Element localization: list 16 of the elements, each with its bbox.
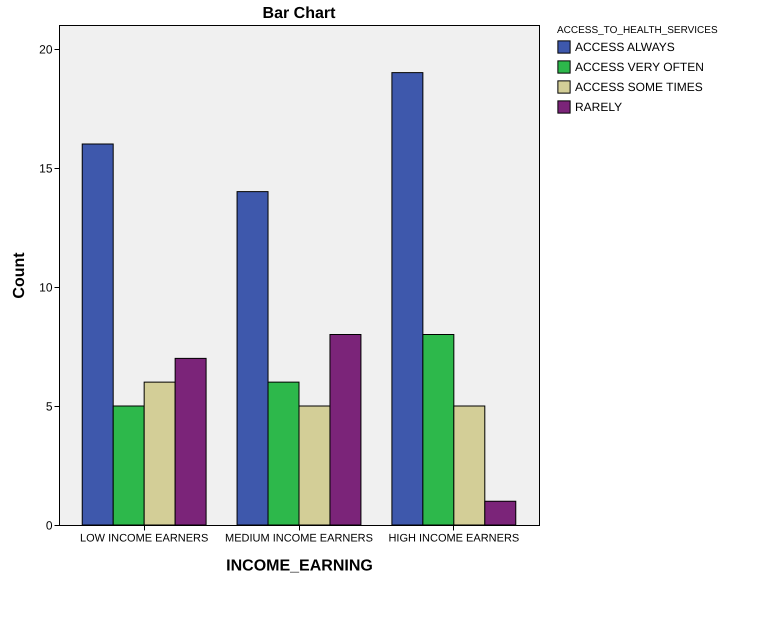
- chart-title: Bar Chart: [262, 5, 336, 22]
- y-tick-label: 0: [46, 518, 53, 532]
- legend-label: ACCESS ALWAYS: [575, 40, 675, 54]
- x-tick-label: HIGH INCOME EARNERS: [388, 532, 520, 544]
- legend-label: RARELY: [575, 100, 622, 114]
- legend-label: ACCESS SOME TIMES: [575, 80, 703, 94]
- x-tick-label: LOW INCOME EARNERS: [80, 532, 208, 544]
- y-tick-label: 10: [39, 280, 53, 294]
- x-axis-title: INCOME_EARNING: [226, 558, 373, 574]
- legend-title: ACCESS_TO_HEALTH_SERVICES: [557, 25, 718, 36]
- x-tick-label: MEDIUM INCOME EARNERS: [225, 532, 373, 544]
- y-tick-label: 20: [39, 42, 53, 56]
- legend-label: ACCESS VERY OFTEN: [575, 60, 704, 74]
- y-tick-label: 5: [46, 399, 53, 414]
- y-tick-label: 15: [39, 161, 53, 176]
- y-axis-title: Count: [11, 252, 28, 299]
